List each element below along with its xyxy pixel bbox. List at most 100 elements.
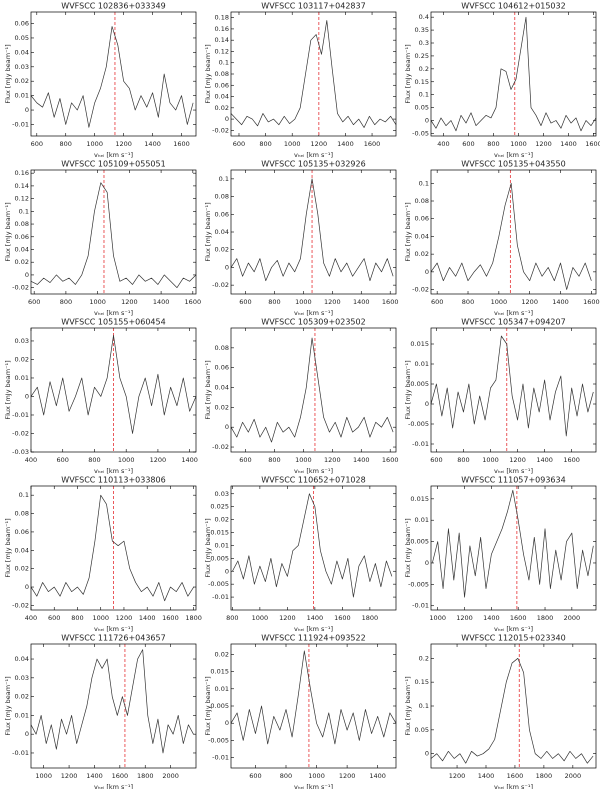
x-axis-label: vₕₑₗ [km s⁻¹] [294,467,333,475]
x-tick-label: 1400 [337,140,354,148]
y-tick-label: 0.005 [410,538,429,546]
panel: WVFSCC 111726+043657 vₕₑₗ [km s⁻¹] Flux [m… [4,634,197,789]
y-tick-label: -0.01 [12,749,29,757]
x-tick-label: 1200 [324,298,341,306]
spectrum-line [30,335,197,434]
x-tick-label: 1200 [535,140,552,148]
x-tick-label: 1000 [429,614,446,622]
x-axis-label: vₕₑₗ [km s⁻¹] [94,625,133,633]
y-tick-label: 0.025 [210,503,229,511]
y-tick-label: 0.01 [415,516,429,524]
panel: WVFSCC 105135+043550 vₕₑₗ [km s⁻¹] Flux [m… [404,160,600,318]
panel: WVFSCC 103117+042837 vₕₑₗ [km s⁻¹] Flux [m… [204,2,397,159]
x-tick-label: 800 [487,140,499,148]
x-tick-label: 1000 [308,772,325,780]
y-tick-label: 0.02 [215,104,229,112]
plot-frame [30,11,197,137]
x-axis-label: vₕₑₗ [km s⁻¹] [494,783,533,789]
panel: WVFSCC 105109+055051 vₕₑₗ [km s⁻¹] Flux [m… [4,160,201,318]
y-tick-label: -0.005 [208,580,229,588]
y-tick-label: 0.14 [215,36,229,44]
x-tick-label: 600 [431,298,443,306]
panel: WVFSCC 105347+094207 vₕₑₗ [km s⁻¹] Flux [m… [404,318,597,475]
plot-frame [30,643,197,769]
y-tick-label: 0.04 [215,384,229,392]
spectrum-line [230,20,397,128]
panel-title: WVFSCC 105135+043550 [461,160,565,169]
y-tick-label: 0.06 [215,210,229,218]
plot-frame [230,11,397,137]
x-tick-label: 800 [462,298,474,306]
panel: WVFSCC 105155+060454 vₕₑₗ [km s⁻¹] Flux [m… [4,318,198,476]
x-axis-label: vₕₑₗ [km s⁻¹] [494,151,533,159]
y-axis-label: Flux [mJy beam⁻¹] [204,44,212,103]
panel-title: WVFSCC 103117+042837 [261,2,365,11]
y-tick-label: -0.02 [12,429,29,437]
y-tick-label: 0.04 [15,655,29,663]
x-tick-label: 600 [239,456,251,464]
y-tick-label: 0.06 [15,20,29,28]
panel: WVFSCC 105309+023502 vₕₑₗ [km s⁻¹] Flux [m… [204,318,398,476]
x-tick-label: 1800 [185,614,202,622]
x-axis-label: vₕₑₗ [km s⁻¹] [294,309,333,317]
plot-frame [430,11,597,137]
y-tick-label: -0.01 [212,754,229,762]
y-tick-label: 0 [25,730,29,738]
x-tick-label: 1400 [139,614,156,622]
y-axis-label: Flux [mJy beam⁻¹] [4,202,12,261]
spectrum-line [230,178,394,282]
y-tick-label: 0.05 [415,726,429,734]
y-tick-label: -0.005 [208,736,229,744]
y-tick-label: 0 [225,567,229,575]
y-tick-label: -0.03 [12,448,29,456]
y-tick-label: 0.005 [210,554,229,562]
panel-title: WVFSCC 111924+093522 [261,634,365,643]
y-tick-label: 0.2 [419,65,429,73]
y-tick-label: 0.1 [219,175,229,183]
y-tick-label: 0.04 [415,232,429,240]
plot-frame [230,485,397,611]
plot-frame [230,643,397,769]
panel: WVFSCC 105135+032926 vₕₑₗ [km s⁻¹] Flux [m… [204,160,398,318]
panel-title: WVFSCC 105309+023502 [261,318,365,327]
y-tick-label: 0.16 [15,169,29,177]
plot-frame [30,169,197,295]
y-tick-label: 0.02 [415,250,429,258]
y-tick-label: 0 [25,271,29,279]
y-tick-label: 0.06 [415,215,429,223]
x-tick-label: 1200 [116,614,133,622]
y-tick-label: 0.03 [215,490,229,498]
x-tick-label: 1200 [324,456,341,464]
x-tick-label: 1000 [35,772,52,780]
x-tick-label: 1200 [115,140,132,148]
y-tick-label: -0.01 [212,593,229,601]
y-tick-label: 0.15 [415,678,429,686]
x-tick-label: 1800 [536,772,553,780]
y-tick-label: 0.03 [15,337,29,345]
y-tick-label: 0.015 [210,529,229,537]
y-tick-label: 0.12 [215,47,229,55]
y-axis-label: Flux [mJy beam⁻¹] [404,360,412,419]
x-tick-label: 2000 [564,614,581,622]
spectrum-line [430,657,594,764]
plot-frame [230,169,397,295]
y-tick-label: 0.08 [15,510,29,518]
y-tick-label: 0.12 [15,195,29,203]
y-tick-label: 0.04 [215,93,229,101]
x-axis-label: vₕₑₗ [km s⁻¹] [494,467,533,475]
x-tick-label: 1600 [382,456,399,464]
x-tick-label: 1600 [382,298,399,306]
x-tick-label: 800 [226,614,238,622]
y-tick-label: 0.02 [15,77,29,85]
spectrum-line [430,182,592,290]
y-tick-label: 0.4 [419,13,429,21]
x-tick-label: 1600 [162,614,179,622]
x-tick-label: 1600 [507,772,524,780]
y-axis-label: Flux [mJy beam⁻¹] [404,44,412,103]
x-tick-label: 1600 [185,298,202,306]
x-axis-label: vₕₑₗ [km s⁻¹] [294,625,333,633]
x-tick-label: 800 [259,140,271,148]
panel: WVFSCC 111057+093634 vₕₑₗ [km s⁻¹] Flux [m… [404,476,597,633]
x-axis-label: vₕₑₗ [km s⁻¹] [94,309,133,317]
